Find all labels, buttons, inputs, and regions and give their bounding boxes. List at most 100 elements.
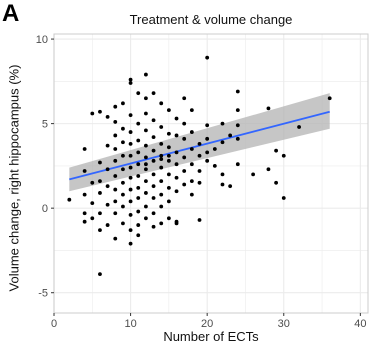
data-point: [136, 162, 141, 167]
data-point: [182, 155, 187, 160]
data-point: [166, 131, 171, 136]
data-point: [90, 201, 95, 205]
x-tick-label: 10: [124, 318, 136, 330]
data-point: [251, 172, 256, 177]
data-point: [159, 192, 164, 197]
y-tick-label: 0: [42, 203, 48, 215]
data-point: [182, 136, 187, 141]
data-point: [136, 209, 141, 214]
data-point: [98, 179, 102, 184]
data-point: [113, 236, 118, 241]
x-tick-label: 30: [278, 318, 290, 330]
data-point: [182, 96, 187, 101]
data-point: [281, 196, 286, 200]
data-point: [228, 133, 233, 138]
data-point: [174, 133, 179, 138]
data-point: [98, 160, 102, 165]
data-point: [128, 187, 133, 192]
data-point: [105, 202, 110, 207]
data-point: [174, 189, 179, 194]
data-point: [151, 158, 156, 163]
axis-ticks: 0 10 20 30 40 -5 0 5 10: [36, 34, 367, 330]
data-point: [90, 216, 95, 221]
data-point: [128, 130, 133, 134]
data-point: [105, 143, 110, 148]
data-point: [82, 169, 87, 173]
data-point: [220, 140, 225, 145]
data-point: [174, 175, 179, 180]
data-point: [82, 192, 87, 197]
data-point: [189, 162, 194, 167]
data-point: [151, 135, 156, 140]
data-point: [121, 140, 125, 145]
data-point: [166, 216, 171, 221]
data-point: [151, 211, 156, 216]
data-point: [136, 185, 141, 190]
data-point: [121, 167, 125, 172]
y-tick-label: -5: [38, 288, 48, 300]
data-point: [197, 169, 202, 173]
data-point: [159, 101, 164, 106]
data-point: [144, 111, 148, 116]
data-point: [159, 179, 164, 184]
data-point: [105, 114, 110, 119]
data-point: [235, 136, 240, 141]
data-point: [128, 153, 133, 158]
data-point: [128, 241, 133, 246]
data-point: [121, 180, 125, 185]
data-point: [144, 204, 148, 209]
x-tick-label: 40: [354, 318, 366, 330]
y-tick-label: 10: [36, 34, 48, 46]
data-point: [220, 172, 225, 177]
data-point: [205, 150, 210, 155]
data-point: [90, 111, 95, 116]
data-point: [136, 223, 141, 227]
data-point: [128, 199, 133, 204]
data-point: [128, 77, 133, 82]
data-point: [113, 133, 118, 138]
data-point: [113, 120, 118, 124]
data-point: [113, 158, 118, 163]
data-point: [197, 142, 202, 146]
data-point: [205, 123, 210, 128]
data-point: [151, 172, 156, 177]
data-point: [128, 81, 133, 85]
data-point: [182, 121, 187, 126]
data-point: [220, 182, 225, 187]
x-tick-label: 0: [51, 318, 57, 330]
data-point: [144, 162, 148, 167]
data-point: [82, 219, 87, 224]
data-point: [128, 175, 133, 180]
data-point: [166, 172, 171, 177]
data-point: [98, 272, 102, 277]
data-point: [297, 125, 301, 129]
data-point: [197, 153, 202, 158]
data-point: [105, 223, 110, 227]
data-point: [159, 153, 164, 158]
data-point: [212, 147, 217, 151]
data-point: [144, 191, 148, 195]
data-point: [113, 104, 118, 109]
data-point: [67, 197, 72, 202]
data-point: [98, 211, 102, 216]
data-points: [67, 55, 332, 277]
data-point: [159, 142, 164, 146]
data-point: [197, 180, 202, 185]
data-point: [228, 184, 233, 189]
data-point: [121, 101, 125, 106]
data-point: [144, 143, 148, 148]
data-point: [235, 89, 240, 94]
data-point: [98, 228, 102, 233]
data-point: [98, 109, 102, 114]
data-point: [82, 147, 87, 151]
data-point: [235, 162, 240, 167]
x-axis-label: Number of ECTs: [163, 329, 259, 344]
x-tick-label: 20: [201, 318, 213, 330]
data-point: [113, 147, 118, 151]
data-point: [113, 199, 118, 204]
plot-border: [53, 33, 369, 314]
data-point: [136, 174, 141, 178]
data-point: [159, 125, 164, 129]
data-point: [166, 185, 171, 190]
